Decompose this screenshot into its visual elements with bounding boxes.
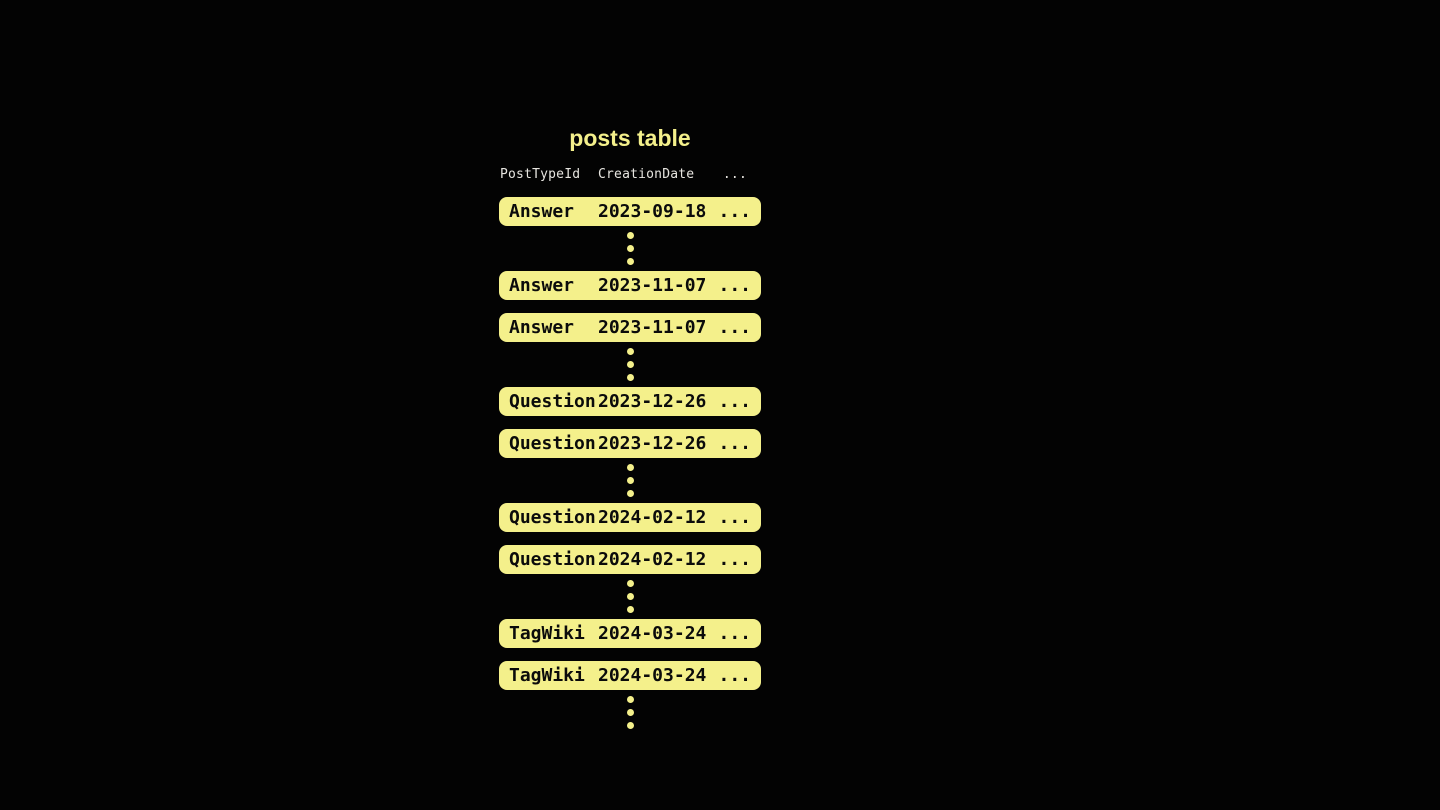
cell-creation-date: 2023-12-26 [598,391,707,412]
cell-post-type: Question [509,391,596,412]
cell-more: ... [718,623,751,644]
table-row: Question 2024-02-12... [499,545,761,574]
table-row: Question 2024-02-12... [499,503,761,532]
ellipsis-dot [626,606,634,613]
ellipsis-dot [626,361,634,368]
cell-creation-date: 2023-12-26 [598,433,707,454]
column-header-more-ellipsis: ... [722,167,747,182]
cell-more: ... [718,275,751,296]
ellipsis-dot [626,580,634,587]
table-row: Answer 2023-09-18... [499,197,761,226]
posts-table-diagram: posts table PostTypeId CreationDate ... … [499,124,761,735]
omitted-rows-ellipsis [499,458,761,503]
ellipsis-dot [626,464,634,471]
cell-more: ... [718,391,751,412]
cell-post-type: TagWiki [509,665,585,686]
ellipsis-dot [626,374,634,381]
cell-post-type: Answer [509,275,575,296]
omitted-rows-ellipsis [499,574,761,619]
cell-more: ... [718,665,751,686]
cell-post-type: Answer [509,201,575,222]
omitted-rows-ellipsis [499,690,761,735]
column-header-post-type-id: PostTypeId [500,167,581,182]
cell-creation-date: 2024-02-12 [598,507,707,528]
cell-creation-date: 2024-02-12 [598,549,707,570]
cell-post-type: TagWiki [509,623,585,644]
cell-more: ... [718,201,751,222]
diagram-title: posts table [569,125,691,151]
table-row: Answer 2023-11-07... [499,313,761,342]
cell-more: ... [718,433,751,454]
ellipsis-dot [626,593,634,600]
ellipsis-dot [626,348,634,355]
cell-creation-date: 2023-11-07 [598,275,707,296]
cell-post-type: Question [509,549,596,570]
cell-more: ... [718,507,751,528]
cell-more: ... [718,549,751,570]
table-row: Question 2023-12-26... [499,429,761,458]
cell-creation-date: 2024-03-24 [598,623,707,644]
ellipsis-dot [626,232,634,239]
cell-creation-date: 2023-11-07 [598,317,707,338]
omitted-rows-ellipsis [499,226,761,271]
table-row: Question 2023-12-26... [499,387,761,416]
table-row: TagWiki 2024-03-24... [499,619,761,648]
table-row: Answer 2023-11-07... [499,271,761,300]
cell-post-type: Question [509,507,596,528]
cell-post-type: Question [509,433,596,454]
table-header: PostTypeId CreationDate ... [499,167,761,182]
omitted-rows-ellipsis [499,342,761,387]
column-header-creation-date: CreationDate [598,167,695,182]
ellipsis-dot [626,696,634,703]
table-row: TagWiki 2024-03-24... [499,661,761,690]
ellipsis-dot [626,490,634,497]
table-body: Answer 2023-09-18... Answer 2023-11-07... An… [499,197,761,735]
ellipsis-dot [626,477,634,484]
ellipsis-dot [626,258,634,265]
cell-post-type: Answer [509,317,575,338]
ellipsis-dot [626,709,634,716]
ellipsis-dot [626,722,634,729]
cell-creation-date: 2023-09-18 [598,201,707,222]
cell-creation-date: 2024-03-24 [598,665,707,686]
ellipsis-dot [626,245,634,252]
cell-more: ... [718,317,751,338]
